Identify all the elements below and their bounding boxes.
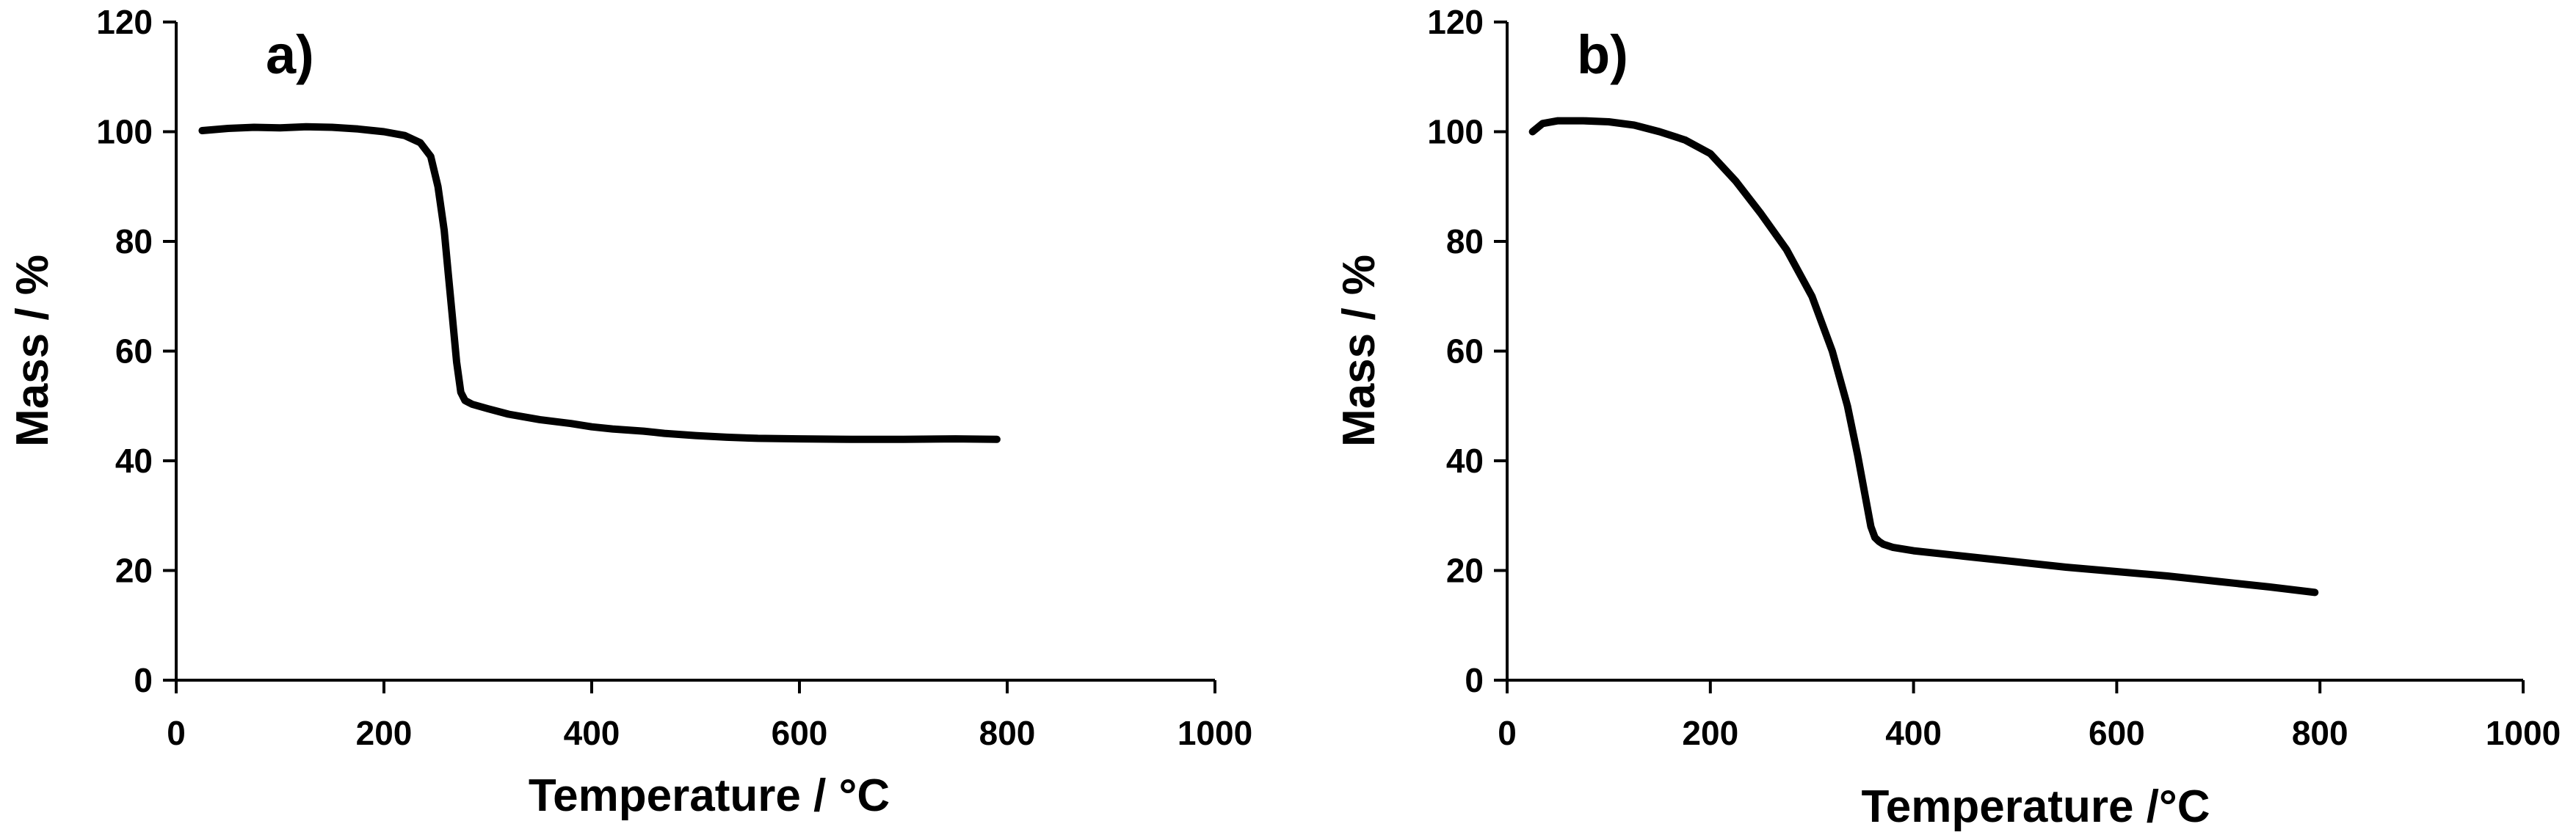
ticks-b <box>1494 21 2525 693</box>
ticks-a <box>163 21 1216 693</box>
y-tick-label-a: 0 <box>134 661 153 699</box>
x-tick-label-a: 800 <box>979 714 1036 752</box>
panel-b: 0 20 40 60 80 100 120 0 200 400 600 800 1000 b) Temp… <box>1334 3 2561 832</box>
axes-b <box>1506 22 2523 682</box>
x-tick-label-b: 800 <box>2292 714 2348 752</box>
y-tick-label-a: 20 <box>115 552 153 590</box>
y-tick-label-a: 40 <box>115 442 153 480</box>
x-tick-label-a: 0 <box>167 714 186 752</box>
panel-label-b: b) <box>1577 24 1628 85</box>
x-tick-label-b: 600 <box>2089 714 2145 752</box>
x-tick-label-a: 1000 <box>1178 714 1252 752</box>
tick-labels-a: 0 20 40 60 80 100 120 0 200 400 600 800 1000 <box>96 3 1252 752</box>
x-tick-label-b: 1000 <box>2486 714 2561 752</box>
y-tick-label-b: 60 <box>1446 332 1484 371</box>
series-line-b <box>1528 117 2319 597</box>
x-tick-label-a: 400 <box>564 714 620 752</box>
series-line-a <box>198 123 1001 443</box>
y-tick-label-a: 60 <box>115 332 153 371</box>
y-tick-label-b: 0 <box>1465 661 1484 699</box>
y-tick-label-b: 40 <box>1446 442 1484 480</box>
y-tick-label-b: 100 <box>1427 113 1484 151</box>
y-tick-label-b: 80 <box>1446 222 1484 260</box>
axes-a <box>175 22 1215 682</box>
x-tick-label-b: 400 <box>1885 714 1942 752</box>
panel-label-a: a) <box>266 24 314 85</box>
tick-labels-b: 0 20 40 60 80 100 120 0 200 400 600 800 1000 <box>1427 3 2561 752</box>
y-tick-label-b: 120 <box>1427 3 1484 41</box>
x-axis-title-b: Temperature /°C <box>1862 781 2210 832</box>
x-tick-label-b: 200 <box>1682 714 1738 752</box>
y-axis-title-a: Mass / % <box>7 255 58 447</box>
x-tick-label-a: 600 <box>772 714 828 752</box>
y-tick-label-a: 80 <box>115 222 153 260</box>
y-tick-label-a: 120 <box>96 3 153 41</box>
x-axis-title-a: Temperature / °C <box>529 770 890 821</box>
x-tick-label-b: 0 <box>1498 714 1517 752</box>
y-tick-label-a: 100 <box>96 113 153 151</box>
y-tick-label-b: 20 <box>1446 552 1484 590</box>
panel-a: 0 20 40 60 80 100 120 0 200 400 600 800 1000 a) Temp… <box>7 3 1252 821</box>
y-axis-title-b: Mass / % <box>1334 255 1385 447</box>
x-tick-label-a: 200 <box>356 714 413 752</box>
